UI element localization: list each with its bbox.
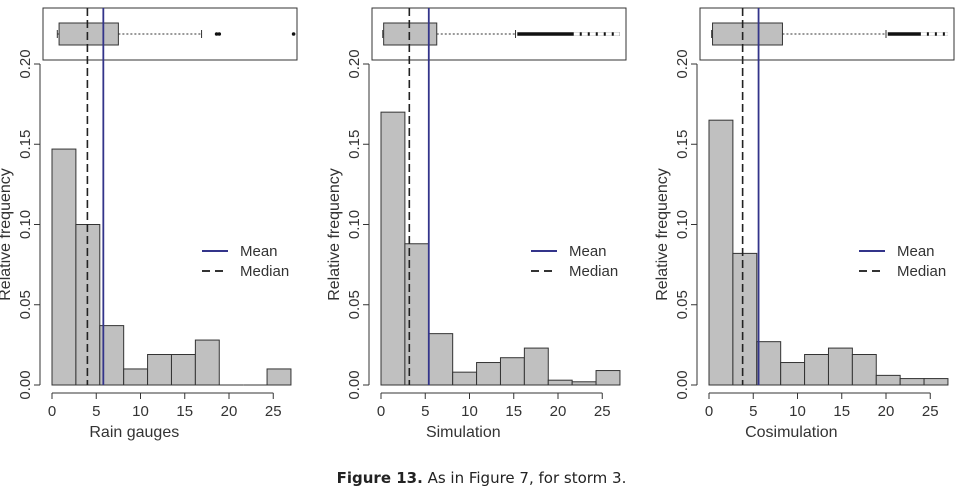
histogram-bar-5 [804,354,829,386]
histogram-bar-1 [380,111,406,386]
boxplot-box [58,22,119,46]
histogram-panel-2: 0.00 0.05 0.10 0.15 0.20 Relative frequency 0 5… [326,7,627,441]
y-tick-label-5: 0.20 [17,49,34,78]
y-tick-label-2: 0.05 [674,290,691,319]
x-tick-label-4: 15 [833,403,850,420]
x-tick-label-1: 0 [48,403,56,420]
x-tick-label-3: 10 [132,403,149,420]
histogram-bar-4 [452,371,478,386]
y-tick-label-4: 0.15 [346,130,363,159]
x-axis-title: Cosimulation [745,424,837,441]
boxplot-outlier-2 [217,32,222,36]
y-tick-label-3: 0.10 [346,210,363,239]
histogram-bar-6 [170,354,196,386]
x-tick-label-5: 20 [221,403,238,420]
histogram-panel-3: 0.00 0.05 0.10 0.15 0.20 Relative frequency 0 5… [654,7,955,441]
legend-median-label: Median [897,263,946,280]
histogram-bar-9 [571,381,597,386]
y-tick-label-2: 0.05 [17,290,34,319]
histogram-bar-8 [875,374,901,386]
y-tick-label-5: 0.20 [674,49,691,78]
histogram-bar-6 [827,347,853,386]
histogram-panel-1: 0.00 0.05 0.10 0.15 0.20 Relative frequency 0 5… [0,7,298,441]
caption-label: Figure 13. [336,469,423,487]
y-tick-label-3: 0.10 [674,210,691,239]
y-axis-title: Relative frequency [0,168,14,301]
y-tick-label-5: 0.20 [346,49,363,78]
histogram-bar-7 [523,347,549,386]
y-tick-label-1: 0.00 [346,370,363,399]
y-tick-label-4: 0.15 [17,130,34,159]
histogram-bar-2 [732,252,758,386]
histogram-bar-10 [595,370,621,386]
legend-mean-label: Mean [240,243,278,260]
histogram-bar-8 [547,379,573,386]
x-tick-label-2: 5 [92,403,100,420]
x-tick-label-4: 15 [505,403,522,420]
x-tick-label-6: 25 [594,403,611,420]
boxplot-box [712,22,783,46]
x-tick-label-3: 10 [461,403,478,420]
histogram-bar-3 [428,333,454,386]
legend-median-label: Median [240,263,289,280]
caption-text: As in Figure 7, for storm 3. [422,469,627,487]
x-tick-label-6: 25 [265,403,282,420]
boxplot-outlier-3 [291,32,296,36]
y-tick-label-2: 0.05 [346,290,363,319]
histogram-bar-4 [123,368,149,386]
boxplot-outlier-1 [214,32,219,36]
legend-median-label: Median [569,263,618,280]
histogram-bar-5 [147,354,172,386]
histogram-bar-9 [899,378,925,386]
histogram-bar-3 [756,341,782,386]
y-axis-title: Relative frequency [654,168,671,301]
y-tick-label-4: 0.15 [674,130,691,159]
y-tick-label-1: 0.00 [674,370,691,399]
boxplot-box [383,22,438,46]
histogram-bar-7 [194,339,220,386]
x-axis-title: Simulation [426,424,501,441]
x-tick-label-2: 5 [749,403,757,420]
histogram-bar-10 [923,378,949,386]
x-tick-label-1: 0 [377,403,385,420]
x-tick-label-2: 5 [421,403,429,420]
x-axis-title: Rain gauges [89,424,179,441]
x-tick-label-5: 20 [550,403,567,420]
histogram-bar-1 [708,119,734,386]
legend-mean-label: Mean [897,243,935,260]
x-tick-label-3: 10 [789,403,806,420]
legend-mean-label: Mean [569,243,607,260]
y-tick-label-1: 0.00 [17,370,34,399]
x-tick-label-4: 15 [176,403,193,420]
figure-caption: Figure 13. As in Figure 7, for storm 3. [0,469,963,487]
histogram-bar-4 [780,362,806,386]
x-tick-label-6: 25 [922,403,939,420]
x-tick-label-1: 0 [705,403,713,420]
histogram-bar-1 [51,148,77,386]
y-tick-label-3: 0.10 [17,210,34,239]
histogram-bar-2 [404,243,430,386]
histogram-bar-7 [851,354,877,386]
histogram-bar-10 [266,368,292,386]
histogram-bar-3 [99,325,125,386]
y-axis-title: Relative frequency [326,168,343,301]
histogram-bar-6 [499,357,525,386]
histogram-bar-5 [476,362,501,386]
x-tick-label-5: 20 [878,403,895,420]
